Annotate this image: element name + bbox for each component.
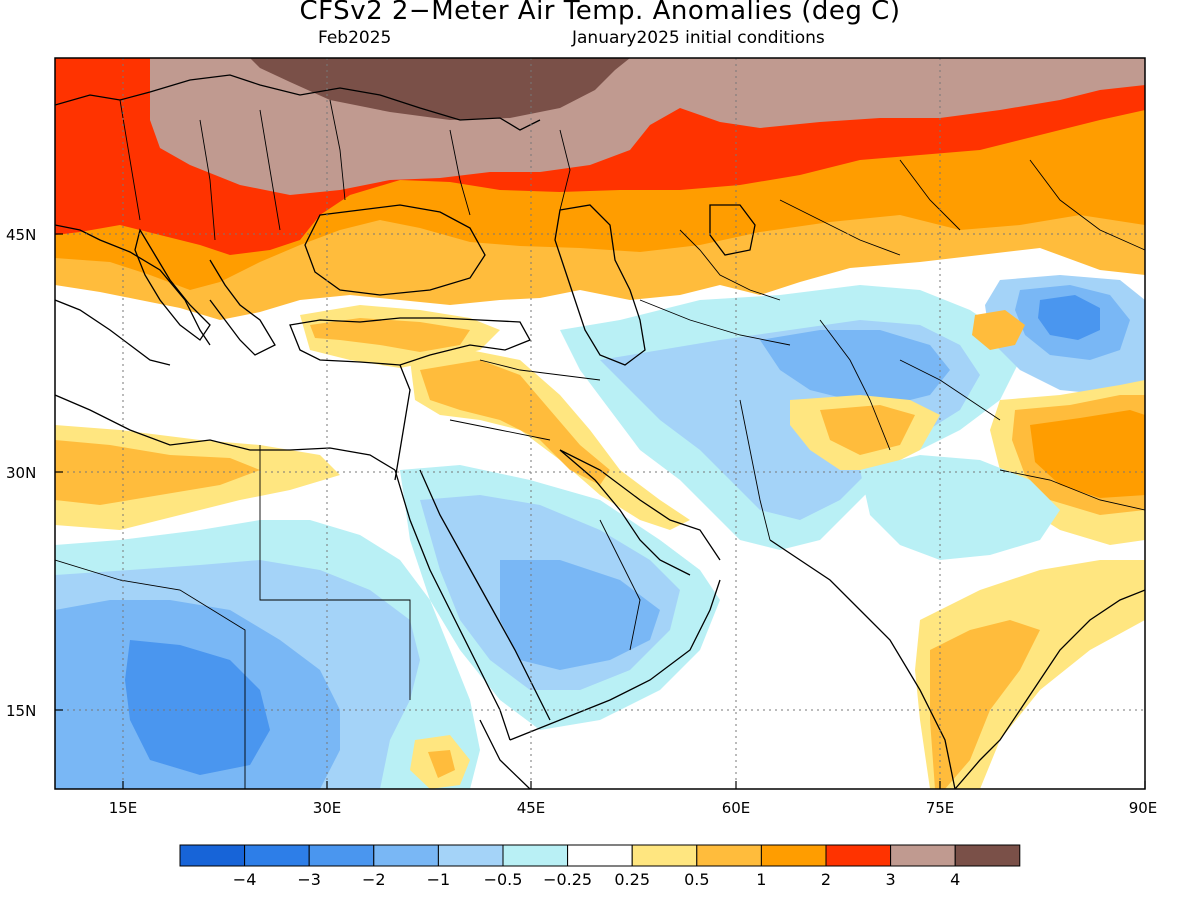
- colorbar-label: −0.5: [484, 870, 523, 889]
- colorbar-label: 0.5: [684, 870, 709, 889]
- colorbar-swatch: [308, 844, 375, 867]
- lat-label: 15N: [6, 702, 36, 720]
- lat-label: 30N: [6, 464, 36, 482]
- colorbar-label: 0.25: [614, 870, 650, 889]
- colorbar-label: −2: [362, 870, 386, 889]
- anomaly-region: [860, 455, 1060, 560]
- anomaly-region: [760, 330, 950, 405]
- colorbar-swatch: [179, 844, 246, 867]
- colorbar-label: 3: [886, 870, 896, 889]
- colorbar-swatch: [244, 844, 310, 867]
- anomaly-fields: [55, 58, 1145, 789]
- colorbar-swatch: [760, 844, 827, 867]
- lon-label: 75E: [926, 799, 955, 817]
- colorbar-swatch: [631, 844, 698, 867]
- anomaly-region: [420, 360, 610, 485]
- lon-label: 15E: [109, 799, 138, 817]
- anomaly-region: [930, 620, 1040, 789]
- chart-title: CFSv2 2−Meter Air Temp. Anomalies (deg C…: [299, 0, 901, 26]
- lon-label: 90E: [1129, 799, 1158, 817]
- colorbar-swatch: [825, 844, 892, 867]
- colorbar-swatch: [373, 844, 439, 867]
- anomaly-region: [428, 750, 455, 778]
- colorbar-label: 1: [756, 870, 766, 889]
- country-borders: [55, 99, 1145, 789]
- anomaly-region: [972, 310, 1025, 350]
- lon-label: 30E: [313, 799, 342, 817]
- colorbar-label: −0.25: [543, 870, 592, 889]
- graticule: [55, 58, 1145, 789]
- lon-label: 45E: [517, 799, 546, 817]
- lon-label: 60E: [722, 799, 751, 817]
- map-frame: [54, 57, 1146, 790]
- colorbar-swatch: [696, 844, 762, 867]
- anomaly-region: [310, 318, 470, 352]
- colorbar-label: −1: [427, 870, 451, 889]
- colorbar-swatch: [567, 844, 633, 867]
- colorbar-label: 2: [821, 870, 831, 889]
- anomaly-region: [500, 560, 660, 670]
- anomaly-region: [1030, 410, 1145, 498]
- coastlines: [55, 74, 1145, 789]
- valid-month: Feb2025: [318, 28, 392, 48]
- anomaly-region: [250, 58, 630, 120]
- anomaly-region: [1038, 295, 1100, 340]
- anomaly-region: [820, 405, 915, 455]
- colorbar-swatch: [954, 844, 1021, 867]
- colorbar-label: −3: [297, 870, 321, 889]
- colorbar-label: 4: [950, 870, 960, 889]
- colorbar: −4 −3 −2 −1 −0.5 −0.25 0.25 0.5 1 2 3 4: [179, 844, 1021, 889]
- colorbar-swatch: [502, 844, 569, 867]
- colorbar-swatch: [890, 844, 956, 867]
- axis-ticks: [55, 233, 1146, 789]
- lat-label: 45N: [6, 226, 36, 244]
- initial-conditions: January2025 initial conditions: [572, 28, 825, 48]
- colorbar-swatch: [437, 844, 504, 867]
- colorbar-label: −4: [233, 870, 257, 889]
- anomaly-region: [125, 640, 270, 775]
